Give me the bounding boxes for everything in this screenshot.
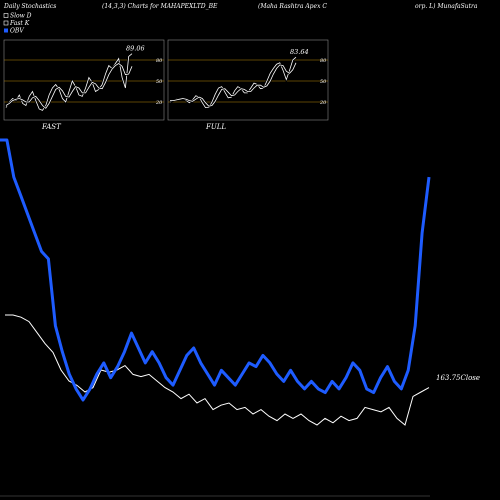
- legend-swatch-fast-k: [3, 20, 9, 26]
- price-panel: 163.75Close: [0, 138, 480, 497]
- fast-panel-title: FAST: [41, 123, 62, 131]
- fast-level-label-80: 80: [156, 58, 163, 64]
- full-series-full-d: [170, 62, 297, 107]
- fast-panel-frame: [3, 39, 165, 121]
- close-last-number: 163.75: [436, 374, 461, 382]
- fast-level-label-20: 20: [155, 100, 163, 106]
- close-last-suffix: Close: [461, 374, 481, 382]
- close-last-value: 163.75Close: [436, 374, 480, 382]
- legend-slow-d: Slow D: [10, 13, 32, 20]
- obv-line: [0, 138, 431, 402]
- header-right: orp. L) MunafaSutra: [415, 3, 478, 10]
- full-level-label-50: 50: [320, 79, 327, 85]
- legend-swatch-slow-d: [3, 13, 9, 18]
- header-company: (Maha Rashtra Apex C: [258, 3, 327, 10]
- full-panel: 20 50 80 83.64 FULL: [167, 39, 329, 131]
- legend: Slow D Fast K OBV: [3, 13, 32, 35]
- full-last-value: 83.64: [290, 48, 309, 56]
- full-level-label-80: 80: [320, 58, 327, 64]
- legend-fast-k: Fast K: [9, 20, 30, 27]
- fast-panel: 20 50 80 89.06 FAST: [3, 39, 165, 131]
- full-level-label-20: 20: [319, 100, 327, 106]
- header-left: Daily Stochastics: [3, 3, 56, 10]
- fast-series-slow-d: [5, 63, 133, 109]
- full-panel-title: FULL: [205, 123, 226, 131]
- legend-swatch-obv: [4, 28, 8, 33]
- header-params: (14,3,3) Charts for MAHAPEXLTD_BE: [102, 3, 218, 10]
- full-panel-frame: [167, 39, 329, 121]
- fast-last-value: 89.06: [126, 45, 145, 53]
- legend-obv: OBV: [10, 28, 24, 35]
- fast-level-label-50: 50: [156, 79, 163, 85]
